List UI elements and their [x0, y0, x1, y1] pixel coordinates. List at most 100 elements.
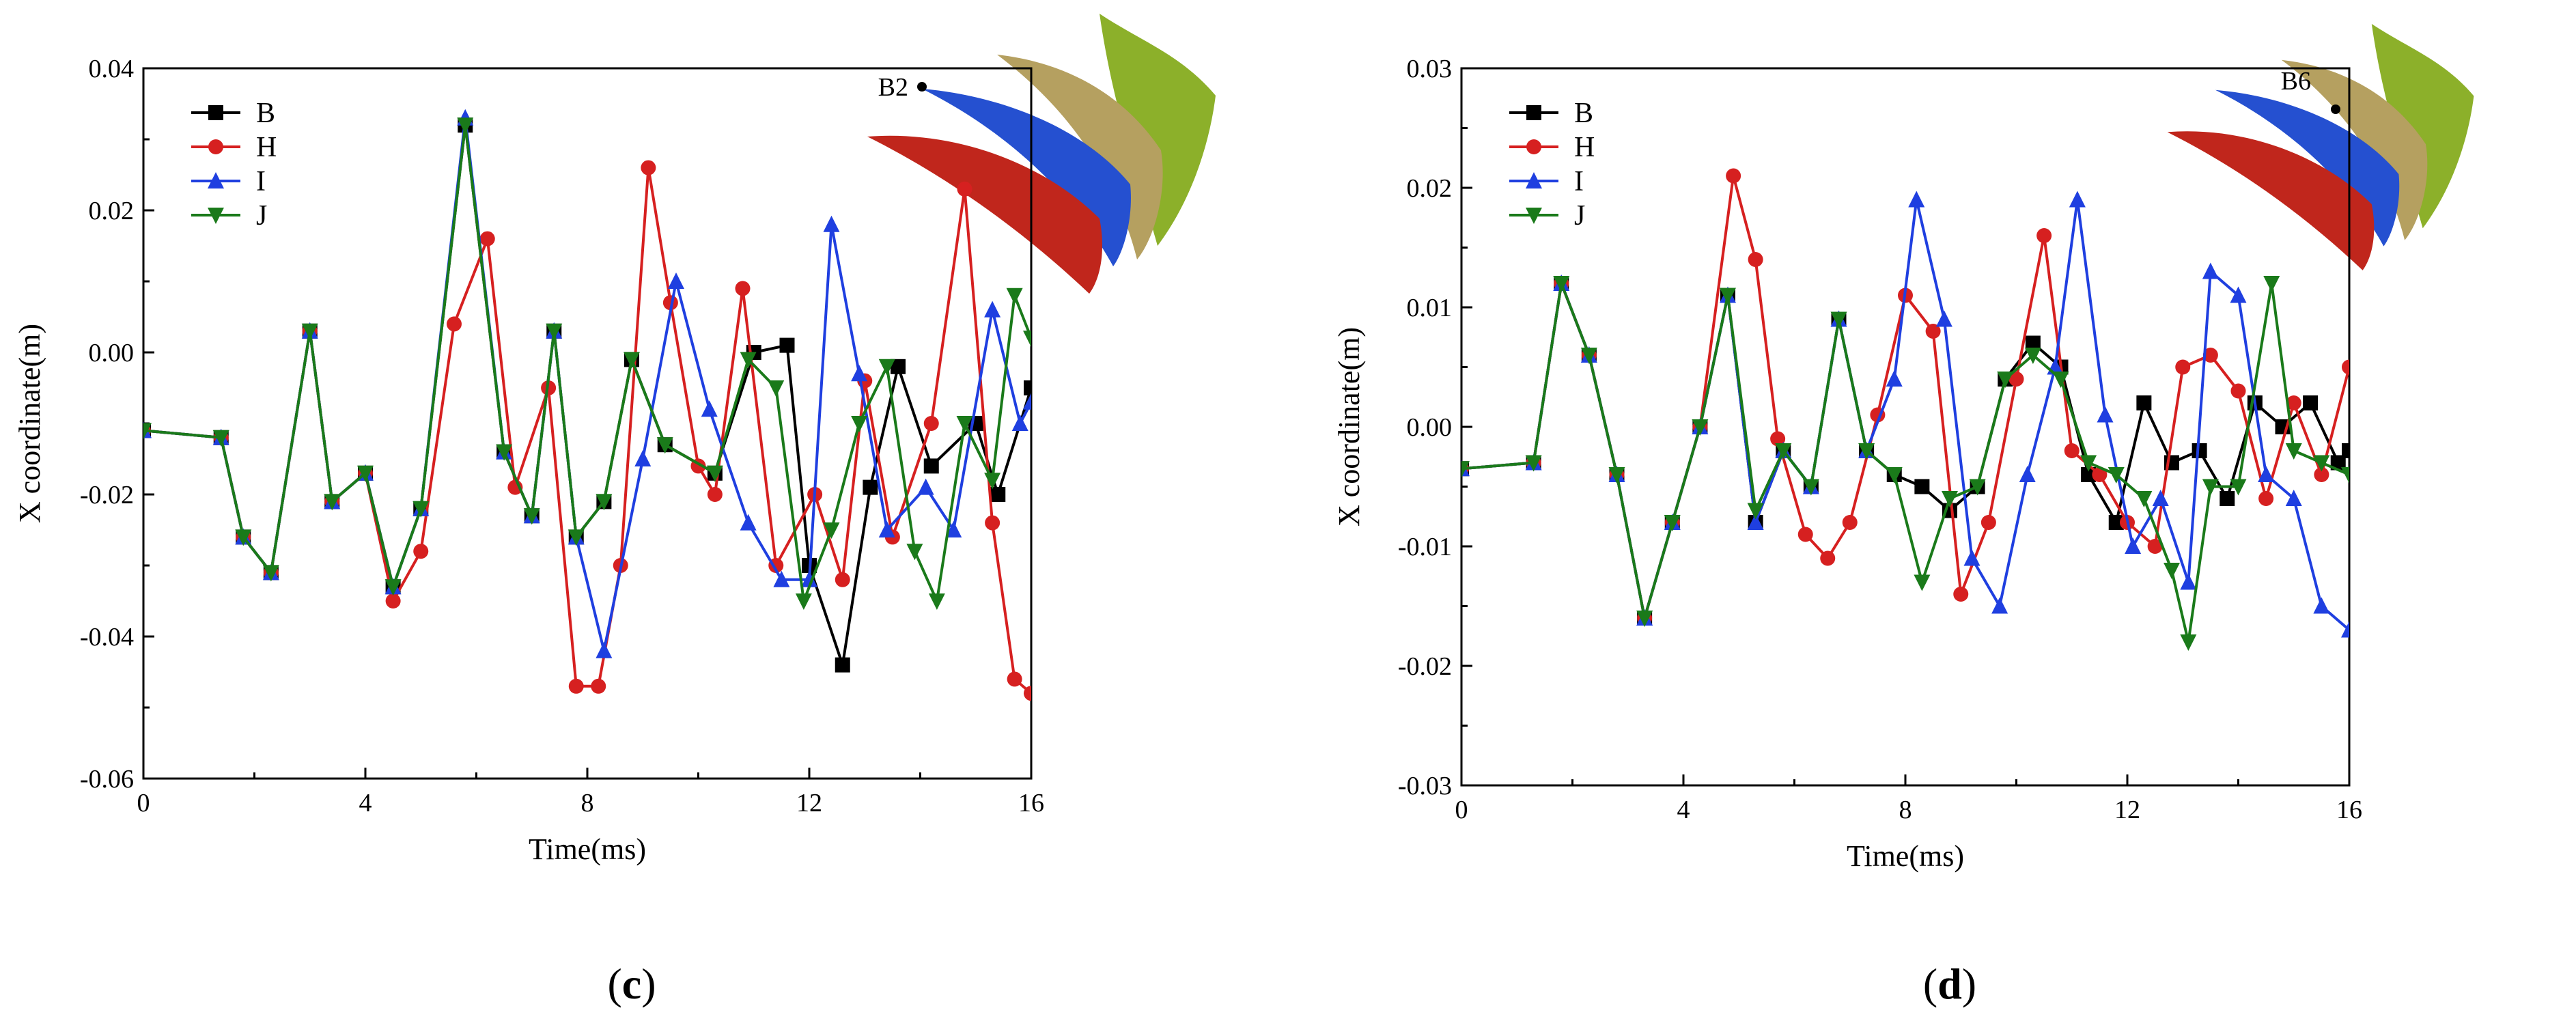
x-tick-label: 4: [1677, 796, 1690, 824]
y-tick-label: -0.02: [80, 481, 134, 509]
data-point-B: [863, 479, 878, 495]
data-point-J: [2263, 276, 2280, 292]
data-point-I: [2152, 490, 2169, 506]
data-point-J: [2108, 467, 2125, 484]
legend-marker-B: [1526, 105, 1541, 120]
data-point-I: [851, 365, 868, 382]
legend-label-B: B: [1574, 98, 1593, 129]
point-label: B2: [878, 73, 908, 102]
data-point-J: [1636, 611, 1653, 627]
data-point-J: [740, 352, 757, 369]
data-point-J: [357, 465, 374, 482]
blade-red-0: [867, 135, 1103, 294]
y-tick-label: 0.01: [1407, 294, 1453, 322]
data-point-H: [1842, 515, 1858, 530]
data-point-B: [990, 487, 1006, 502]
data-point-J: [496, 444, 513, 461]
data-point-J: [851, 416, 868, 432]
legend-label-I: I: [256, 166, 266, 197]
data-point-H: [1748, 252, 1763, 267]
data-point-J: [384, 579, 402, 596]
data-point-H: [447, 316, 462, 332]
chart-panel-d: 0 4 8 12 16 -0.03 -0.02 -0.01 0.00 0.01 0.02 0.03 Ti…: [1332, 24, 2474, 1008]
data-point-H: [985, 515, 1000, 531]
data-point-B: [1914, 479, 1930, 494]
legend-label-J: J: [256, 200, 267, 232]
data-point-H: [923, 416, 939, 431]
data-point-J: [928, 593, 945, 610]
data-point-J: [1006, 288, 1023, 305]
x-tick-label: 8: [1899, 796, 1912, 824]
data-point-I: [701, 400, 718, 417]
data-point-B: [923, 458, 939, 474]
data-point-J: [2180, 634, 2197, 651]
data-point-I: [596, 641, 613, 658]
data-point-B: [2136, 395, 2152, 410]
data-point-H: [2314, 467, 2329, 482]
series-group: [143, 109, 1031, 701]
data-point-J: [624, 352, 640, 369]
data-point-B: [2342, 443, 2349, 458]
data-point-H: [1024, 686, 1031, 701]
data-point-J: [1969, 479, 1986, 496]
data-point-I: [1886, 370, 1903, 387]
y-tick-label: 0.02: [89, 197, 135, 225]
caption-close: ): [641, 960, 656, 1008]
data-point-H: [2147, 539, 2163, 554]
data-point-B: [2081, 467, 2097, 482]
data-point-B: [779, 337, 795, 353]
data-point-I: [878, 521, 895, 537]
data-point-H: [385, 593, 401, 609]
data-point-J: [2024, 348, 2041, 364]
series-line-H: [1461, 174, 2349, 619]
data-point-J: [324, 494, 341, 511]
data-point-B: [2025, 335, 2041, 351]
data-point-H: [479, 231, 495, 247]
data-point-H: [413, 544, 429, 559]
legend-label-J: J: [1574, 200, 1585, 232]
caption-letter: c: [622, 960, 641, 1008]
caption-open: (: [1923, 960, 1937, 1008]
data-point-J: [1914, 574, 1931, 591]
data-point-J: [1692, 419, 1709, 436]
data-point-J: [1886, 467, 1903, 484]
x-tick-label: 16: [2336, 796, 2362, 824]
data-point-H: [2092, 467, 2108, 482]
data-point-B: [2108, 515, 2124, 530]
data-point-H: [2342, 359, 2349, 375]
data-point-H: [2008, 372, 2024, 387]
data-point-J: [1942, 491, 1958, 507]
data-point-J: [1664, 515, 1681, 531]
data-point-J: [2202, 479, 2219, 496]
x-tick-label: 4: [359, 789, 372, 817]
legend-marker-I: [1526, 172, 1542, 188]
data-point-J: [596, 494, 613, 511]
data-point-J: [1802, 479, 1819, 496]
data-point-I: [2125, 537, 2142, 554]
plot-frame: [1460, 67, 2351, 787]
x-tick-label: 0: [1455, 796, 1468, 824]
data-point-J: [2164, 563, 2180, 579]
y-tick-label: -0.03: [1398, 772, 1452, 800]
data-point-B: [835, 657, 850, 673]
data-point-I: [1011, 415, 1028, 431]
series-group: [1461, 168, 2349, 651]
data-point-I: [823, 215, 840, 232]
data-point-J: [768, 380, 785, 397]
data-point-J: [823, 522, 840, 539]
y-axis-title: X coordinate(m): [13, 324, 46, 523]
data-point-J: [795, 593, 812, 610]
y-tick-label: 0.04: [89, 55, 135, 83]
series-line-H: [143, 166, 1031, 695]
legend-marker-I: [208, 172, 224, 188]
data-point-J: [235, 529, 252, 546]
x-tick-label: 12: [796, 789, 822, 817]
data-point-I: [2202, 262, 2219, 279]
data-point-J: [2285, 443, 2302, 460]
blade-green-1: [2371, 24, 2474, 229]
data-point-I: [945, 521, 962, 537]
series-line-I: [1461, 198, 2349, 632]
data-point-J: [2313, 455, 2330, 472]
data-point-I: [2069, 191, 2086, 208]
data-point-H: [1007, 671, 1022, 687]
